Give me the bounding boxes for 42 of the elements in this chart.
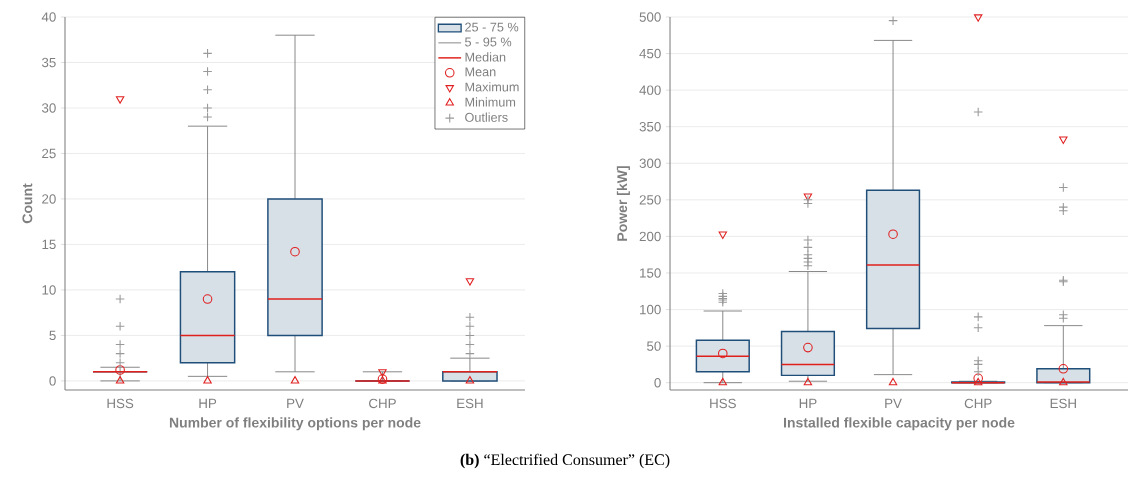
x-axis-title: Installed flexible capacity per node — [784, 417, 1015, 431]
x-tick-label: PV — [287, 398, 304, 408]
y-tick-label: 150 — [640, 268, 661, 278]
y-tick-label: 300 — [639, 158, 661, 168]
x-tick-label: HSS — [107, 398, 134, 409]
legend-label: Maximum — [465, 82, 519, 92]
x-tick-label: CHP — [369, 398, 396, 409]
x-tick-label: CHP — [964, 398, 992, 409]
y-axis-title: Power [kW] — [616, 166, 630, 241]
y-tick-label: 0 — [49, 376, 56, 386]
y-axis-title: Count — [22, 183, 33, 224]
x-tick-label: HSS — [710, 398, 736, 409]
x-tick-label: HP — [199, 398, 217, 408]
y-tick-label: 10 — [42, 285, 56, 295]
y-tick-label: 50 — [647, 341, 661, 351]
x-tick-label: ESH — [1050, 398, 1076, 409]
x-tick-label: PV — [885, 398, 902, 408]
y-tick-label: 500 — [639, 12, 661, 22]
x-tick-label: ESH — [457, 398, 483, 409]
y-tick-label: 0 — [654, 377, 661, 388]
y-tick-label: 5 — [49, 330, 56, 341]
x-tick-label: HP — [799, 398, 817, 408]
x-axis-title: Number of flexibility options per node — [169, 417, 421, 431]
y-tick-label: 400 — [639, 85, 661, 95]
y-tick-label: 350 — [639, 121, 661, 132]
legend-label: 25 - 75 % — [465, 22, 519, 32]
y-tick-label: 40 — [41, 12, 56, 22]
annotation: 5 - 95 % — [465, 37, 512, 47]
y-tick-label: 30 — [41, 103, 56, 113]
legend-label: Mean — [465, 67, 496, 77]
legend-label: Outliers — [465, 112, 508, 122]
y-tick-label: 100 — [640, 304, 661, 315]
annotation: Median — [465, 52, 506, 62]
y-tick-label: 20 — [42, 194, 56, 204]
y-tick-label: 25 — [42, 148, 56, 159]
text: (b) “Electrified Consumer” (EC) — [460, 453, 670, 469]
y-tick-label: 250 — [639, 195, 661, 205]
y-tick-label: 35 — [41, 57, 56, 68]
y-tick-label: 200 — [639, 231, 661, 242]
legend-label: Minimum — [465, 97, 516, 107]
y-tick-label: 450 — [639, 48, 661, 59]
y-tick-label: 15 — [42, 239, 56, 250]
